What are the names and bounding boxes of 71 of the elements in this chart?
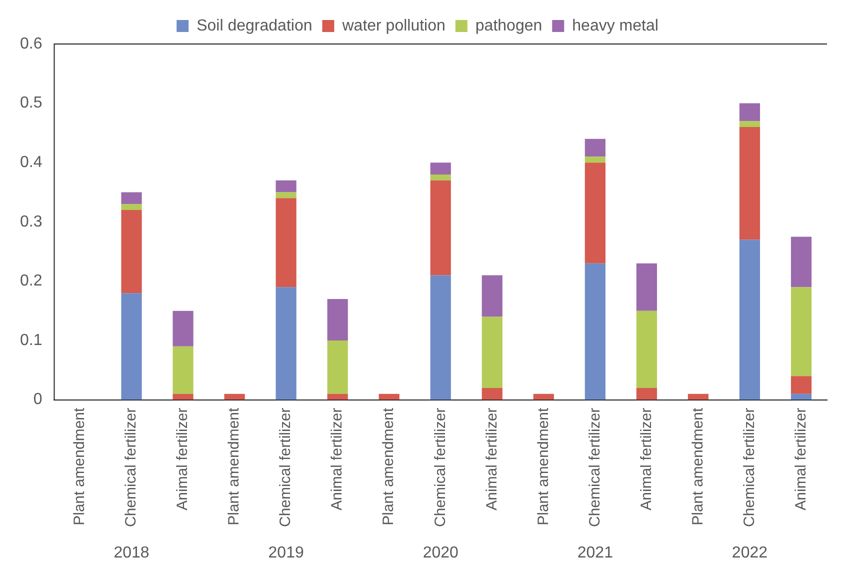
y-tick-label: 0.4 <box>20 154 42 172</box>
x-tick-label: Plant amendment <box>689 406 706 526</box>
bar <box>739 121 760 128</box>
x-tick-label: Plant amendment <box>71 406 88 526</box>
text: 2021 <box>577 544 614 562</box>
bar <box>121 210 142 294</box>
x-tick-label: Animal fertilizer <box>483 408 500 510</box>
bar <box>121 204 142 210</box>
legend-label: Soil degradation <box>196 17 312 34</box>
text: 2019 <box>268 544 304 562</box>
x-tick-label: Chemical fertilizer <box>277 408 294 528</box>
bar <box>224 394 245 400</box>
legend-label: water pollution <box>341 17 446 34</box>
bar <box>636 310 657 388</box>
x-tick-label: Chemical fertilizer <box>122 408 140 528</box>
bar <box>739 103 760 122</box>
bar <box>584 138 606 157</box>
bar <box>430 275 451 400</box>
x-tick-label: Animal fertilizer <box>638 408 655 510</box>
bar <box>276 180 296 192</box>
bar <box>533 394 554 400</box>
bar <box>378 394 400 400</box>
bar <box>121 192 142 204</box>
bar <box>430 174 451 180</box>
y-tick-label: 0.2 <box>20 272 42 290</box>
bar <box>688 394 709 400</box>
bar <box>172 346 194 394</box>
bar <box>276 198 296 288</box>
text: 2022 <box>732 544 768 562</box>
y-tick-label: 0 <box>33 391 42 408</box>
x-tick-label: Animal fertilizer <box>174 408 192 510</box>
x-tick-label: Chemical fertilizer <box>432 408 449 528</box>
x-tick-label: Plant amendment <box>226 406 243 526</box>
bar <box>276 192 296 198</box>
bar <box>121 293 142 400</box>
bar <box>482 275 502 317</box>
text: 2018 <box>114 544 150 562</box>
bar <box>790 287 812 376</box>
bar <box>327 394 348 400</box>
bar <box>790 236 812 288</box>
bar <box>172 310 194 346</box>
y-tick-label: 0.5 <box>20 94 42 112</box>
bar <box>790 376 812 394</box>
text: 2020 <box>422 544 459 562</box>
y-tick-label: 0.3 <box>20 213 42 230</box>
x-tick-label: Animal fertilizer <box>792 408 810 510</box>
bar <box>739 127 760 240</box>
bar <box>327 340 348 394</box>
bar <box>636 263 657 311</box>
x-tick-label: Plant amendment <box>380 406 398 526</box>
bar <box>327 298 348 341</box>
x-tick-label: Animal fertilizer <box>328 408 346 510</box>
x-tick-label: Chemical fertilizer <box>740 408 758 528</box>
x-tick-label: Chemical fertilizer <box>586 408 604 528</box>
legend-label: pathogen <box>475 17 542 34</box>
bar <box>790 394 812 400</box>
bar <box>482 388 502 400</box>
x-tick-label: Plant amendment <box>534 406 552 526</box>
bar <box>276 287 296 400</box>
bar <box>584 156 606 163</box>
legend-label: heavy metal <box>572 17 658 34</box>
bar <box>430 180 451 276</box>
bar <box>482 316 502 388</box>
bar <box>584 162 606 264</box>
bar <box>584 263 606 400</box>
bar <box>172 394 194 400</box>
bar <box>430 162 451 174</box>
bar <box>739 240 760 400</box>
y-tick-label: 0.1 <box>20 332 42 349</box>
bar <box>636 388 657 400</box>
y-tick-label: 0.6 <box>20 35 42 52</box>
